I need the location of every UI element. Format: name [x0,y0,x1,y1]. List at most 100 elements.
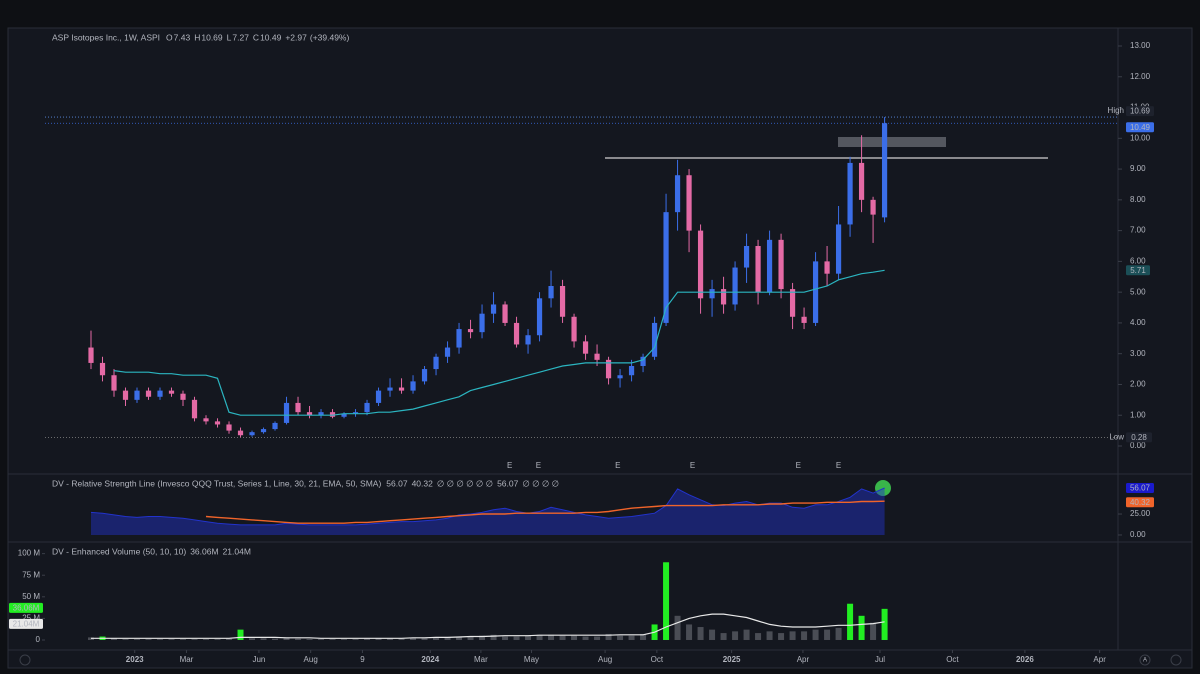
candle-body [375,390,382,403]
line-series [91,613,885,639]
candle-body [697,230,704,299]
volume-bar [295,638,302,640]
volume-bar [203,639,210,640]
y-tick-label: 3.00 [1130,349,1146,358]
volume-bar [720,633,727,640]
volume-bar [697,627,704,640]
y-tick-label: 4.00 [1130,318,1146,327]
candle-body [525,335,531,345]
volume-bar [870,622,877,640]
volume-bar [479,635,486,640]
candle-body [168,390,175,394]
price-badge-label: 10.69 [1130,107,1151,116]
y-tick-label: 12.00 [1130,72,1151,81]
candle-body [582,341,589,354]
volume-bar [283,637,290,640]
volume-bar [122,639,129,640]
legend-text: 40.32 [412,478,434,488]
candle-body [237,430,244,436]
y-tick-label: 25.00 [1130,509,1151,518]
candle-body [513,322,520,345]
volume-bar [605,633,612,640]
legend-text: 10.49 [260,32,282,42]
candle-body [605,359,612,379]
value-badge-label: 36.06M [13,603,40,612]
candle-body [214,421,221,425]
volume-bar [847,603,854,640]
corner-button[interactable] [19,654,31,666]
x-tick-label: Apr [797,655,810,664]
legend-text: 36.06M [190,546,218,556]
y-tick-label: 0.00 [1130,441,1146,450]
candle-body [421,369,428,382]
candle-body [467,329,474,333]
corner-button[interactable] [1170,654,1182,666]
candle-body [801,316,807,323]
price-badge [1126,482,1154,493]
candle-body [180,393,186,400]
legend-text: DV - Relative Strength Line (Invesco QQQ… [52,478,381,488]
earnings-marker: E [536,461,541,470]
candle-body [755,246,761,293]
candle-body [789,289,796,317]
x-tick-label: Aug [304,655,318,664]
candle-body [352,412,359,414]
x-tick-label: Jul [875,655,885,664]
y-tick-label: 0.00 [1130,530,1146,539]
candle-body [203,418,209,422]
y-tick-label: 10.00 [1130,133,1151,142]
low-label: Low [1109,432,1124,441]
x-tick-label: 2026 [1016,655,1034,664]
legend-text: 10.69 [201,32,223,42]
volume-bar [387,638,394,640]
candle-body [226,424,232,431]
volume-bar [157,639,164,640]
candle-body [594,353,600,360]
volume-bar [226,638,233,640]
y-tick-label: 13.00 [1130,41,1151,50]
high-label: High [1108,106,1124,115]
earnings-marker: E [796,461,801,470]
volume-bar [433,637,440,640]
auto-scale-button[interactable]: A [1143,658,1147,664]
line-series [205,500,885,524]
line-series [90,487,885,526]
volume-bar [145,639,152,640]
y-tick-label: 0 [36,635,41,644]
legend-text: H [194,32,200,42]
price-badge-label: 40.32 [1130,498,1151,507]
candle-body [456,329,462,348]
volume-bar [778,633,785,640]
corner-button[interactable] [1139,654,1151,666]
volume-bar [341,639,348,640]
legend-text: ASP Isotopes Inc., 1W, ASPI [52,32,160,42]
volume-bar [237,629,244,640]
candle-body [858,162,865,200]
candle-body [536,298,543,336]
candle-body [720,289,727,305]
candle-body [502,304,508,323]
candle-body [283,402,290,423]
candle-body [191,399,198,419]
x-tick-label: 2023 [126,655,144,664]
volume-bar [364,638,371,640]
candle-body [249,432,255,436]
volume-bar [249,638,256,640]
volume-bar [674,615,681,640]
volume-bar [571,635,578,640]
volume-bar [582,636,589,640]
candle-body [134,390,140,400]
x-tick-label: Oct [946,655,959,664]
volume-bar [410,638,417,640]
volume-bar [456,636,463,640]
candle-body [387,387,393,391]
y-tick-label: 7.00 [1130,226,1146,235]
price-badge [1126,432,1152,443]
volume-bar [835,627,842,640]
candle-body [433,356,439,370]
earnings-marker: E [507,461,512,470]
legend-text: 21.04M [223,546,251,556]
candle-body [479,313,485,333]
